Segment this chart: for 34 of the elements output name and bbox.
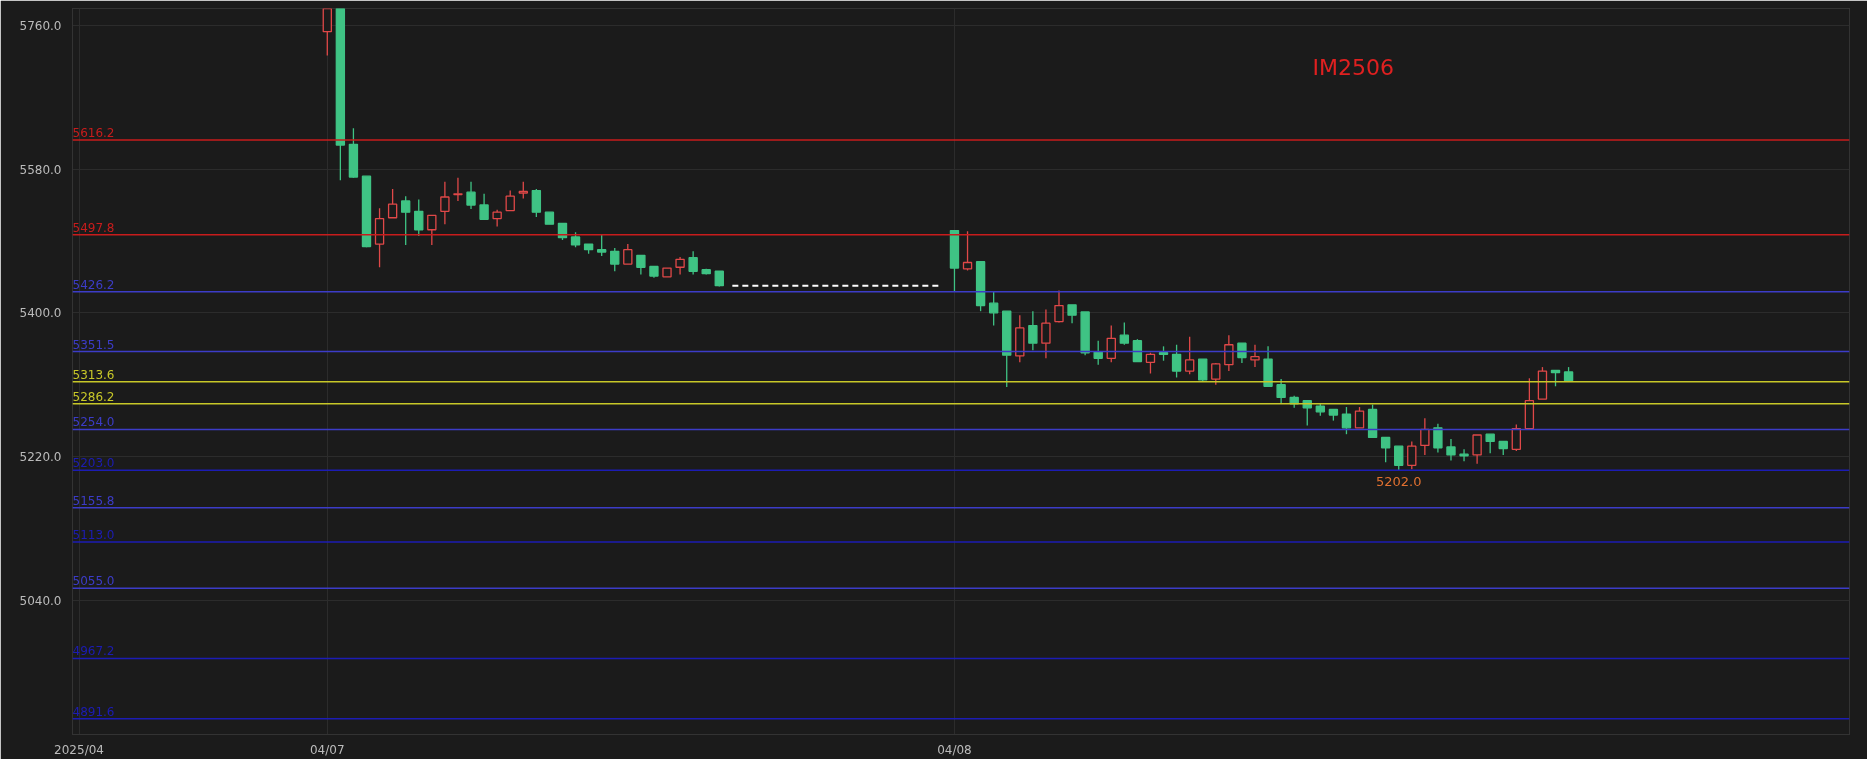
ref-line-label: 5254.0: [72, 415, 115, 430]
y-tick-label: 5400.0: [19, 306, 62, 321]
x-tick-label: 2025/04: [54, 742, 104, 757]
candlestick: [1028, 310, 1038, 351]
ref-line-label: 5616.2: [72, 126, 115, 141]
ref-line-label: 5286.2: [72, 389, 115, 404]
ref-line-label: 5203.0: [72, 456, 115, 471]
candlestick: [1041, 308, 1051, 359]
candlestick: [1433, 423, 1443, 454]
ref-line-label: 4891.6: [72, 704, 115, 719]
candlestick: [440, 181, 450, 225]
ref-line-label: 5497.8: [72, 220, 115, 235]
ref-line-label: 5113.0: [72, 528, 115, 543]
candlestick: [453, 177, 463, 202]
candlestick: [1446, 438, 1456, 462]
text: IM2506: [1312, 54, 1394, 80]
ref-line-label: 5426.2: [72, 277, 115, 292]
candlestick: [688, 250, 698, 276]
candlestick: [1224, 334, 1234, 372]
annotation: 5202.0: [1375, 473, 1422, 489]
ref-line-label: 5155.8: [72, 493, 115, 508]
ref-line-label: 5351.5: [72, 337, 115, 352]
x-tick-label: 04/07: [310, 742, 345, 757]
ref-line-label: 4967.2: [72, 644, 115, 659]
y-tick-label: 5580.0: [19, 162, 62, 177]
ref-line-label: 5313.6: [72, 367, 115, 382]
candlestick: [1250, 344, 1260, 368]
x-tick-label: 04/08: [937, 742, 972, 757]
y-tick-label: 5760.0: [19, 18, 62, 33]
y-tick-label: 5040.0: [19, 593, 62, 608]
candlestick: [675, 256, 685, 276]
y-tick-label: 5220.0: [19, 450, 62, 465]
candlestick: [466, 181, 476, 210]
ref-line-label: 5055.0: [72, 574, 115, 589]
